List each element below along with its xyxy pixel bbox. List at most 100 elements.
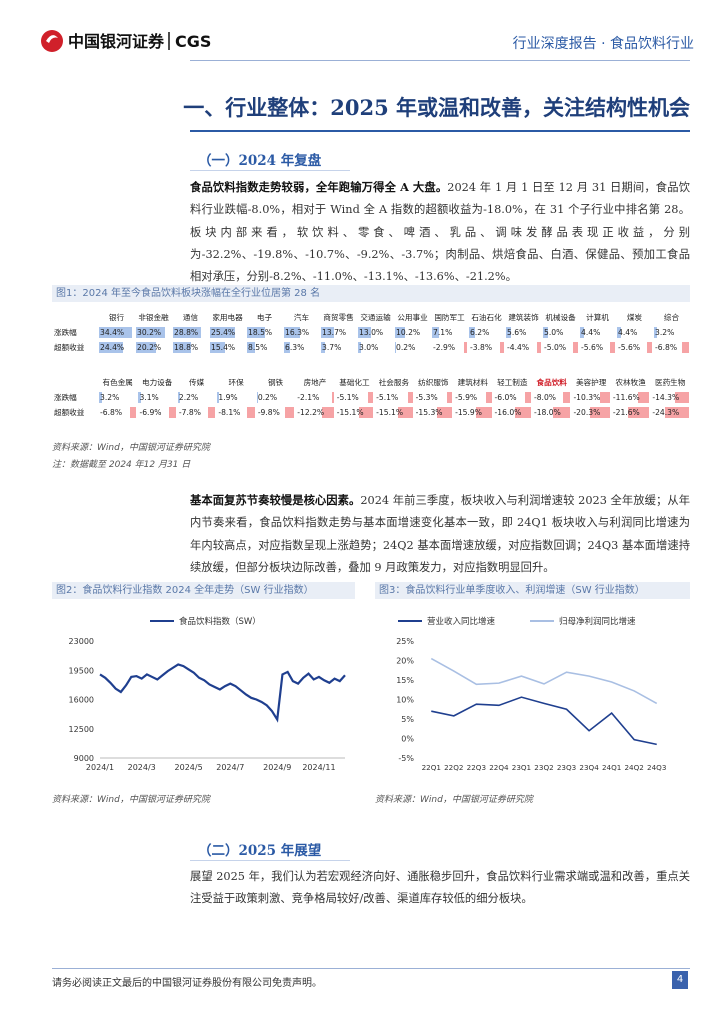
y-tick-label: 15%	[396, 676, 414, 685]
header-cell: 钢铁	[267, 378, 284, 387]
cell-value: 4.4%	[618, 328, 638, 337]
data-cell: 1.9%	[216, 390, 255, 405]
x-tick-label: 24Q1	[602, 763, 621, 772]
cell-bar	[129, 407, 137, 418]
data-cell: 25.4%	[209, 325, 246, 340]
cell-bar	[552, 407, 571, 418]
header-cell: 家用电器	[212, 313, 243, 322]
cell-value: -15.3%	[415, 408, 443, 417]
x-tick-label: 22Q4	[489, 763, 509, 772]
data-cell: 6.2%	[468, 325, 505, 340]
cell-value: 0.2%	[257, 393, 278, 402]
y-tick-label: 12500	[69, 725, 94, 734]
cell-bar	[247, 327, 265, 338]
logo-en: CGS	[175, 32, 211, 51]
y-tick-label: 10%	[396, 696, 414, 705]
charts: 9000 12500 16000 19500 23000 2024/1 2024/3 2024…	[69, 616, 667, 772]
data-cell: -15.1%	[335, 405, 374, 420]
cell-value: -9.8%	[257, 408, 280, 417]
header-cell: 美容护理	[575, 378, 607, 387]
cell-value: -18.0%	[533, 408, 561, 417]
header-row: 有色金属 电力设备 传媒 环保 钢铁 房地产 基础化工 社会服务 纺织服饰 建筑材料 轻工制造 食品饮…	[52, 375, 690, 390]
cell-bar	[469, 327, 476, 338]
data-cell: -12.2%	[295, 405, 334, 420]
data-cell: -15.9%	[453, 405, 492, 420]
y-tick-label: 0%	[401, 735, 414, 744]
cell-bar	[246, 407, 255, 418]
data-cell: -15.3%	[414, 405, 453, 420]
cell-value: -5.1%	[336, 393, 359, 402]
cell-bar	[437, 407, 453, 418]
cell-value: 18.8%	[174, 343, 199, 352]
footer-rule	[52, 968, 690, 969]
data-table: 有色金属 电力设备 传媒 环保 钢铁 房地产 基础化工 社会服务 纺织服饰 建筑材料 轻工制造 食品饮…	[52, 375, 690, 420]
data-cell: 24.4%	[98, 340, 135, 355]
header-cell: 房地产	[303, 378, 327, 387]
section-title: 一、行业整体：2025 年或温和改善，关注结构性机会	[183, 95, 690, 120]
data-cell: -6.9%	[137, 405, 176, 420]
cell-bar	[573, 342, 578, 353]
cell-value: -15.1%	[376, 408, 404, 417]
cell-bar	[138, 392, 142, 403]
cell-bar	[331, 392, 334, 403]
legend-label: 归母净利润同比增速	[559, 616, 636, 627]
cell-value: 8.5%	[248, 343, 268, 352]
header-cell: 银行	[108, 313, 125, 322]
cell-value: 7.1%	[433, 328, 453, 337]
row-label: 超额收益	[54, 343, 85, 352]
cell-bar	[358, 407, 374, 418]
cell-bar	[210, 327, 235, 338]
legend-label: 营业收入同比增速	[427, 616, 496, 627]
header-row: 银行 非银金融 通信 家用电器 电子 汽车 商贸零售 交通运输 公用事业 国防军工 石油石化 建筑装饰…	[52, 310, 690, 325]
cell-value: -4.4%	[507, 343, 530, 352]
cell-value: -5.3%	[415, 393, 438, 402]
cell-bar	[217, 392, 220, 403]
data-cell: -15.1%	[374, 405, 413, 420]
data-cell: -6.8%	[98, 405, 137, 420]
cell-value: -8.1%	[218, 408, 241, 417]
cell-bar	[500, 342, 504, 353]
cell-value: 6.3%	[285, 343, 305, 352]
cell-value: -6.9%	[139, 408, 162, 417]
data-cell: -6.8%	[653, 340, 690, 355]
cell-bar	[665, 407, 689, 418]
header-cell: 计算机	[586, 313, 609, 322]
data-cell: -24.3%	[650, 405, 690, 420]
data-cell: -2.1%	[295, 390, 334, 405]
figure-source: 资料来源：Wind，中国银河证券研究院	[52, 795, 210, 805]
data-cell: 3.0%	[357, 340, 394, 355]
page-number: 4	[672, 971, 688, 989]
cell-bar	[506, 327, 512, 338]
cell-bar	[609, 342, 615, 353]
data-row: 超额收益 24.4% 20.2% 18.8% 15.4% 8.5% 6.3% 3.7% 3.0%…	[52, 340, 690, 355]
cell-value: 30.2%	[137, 328, 162, 337]
cell-bar	[395, 327, 405, 338]
data-row: 涨跌幅 3.2% 3.1% 2.2% 1.9% 0.2% -2.1% -5.1% -5.1% -5…	[52, 390, 690, 405]
cell-bar	[562, 392, 571, 403]
data-cell: 13.0%	[357, 325, 394, 340]
header-cell: 电子	[256, 313, 273, 322]
data-cell: 15.4%	[209, 340, 246, 355]
cell-value: -5.6%	[618, 343, 641, 352]
data-cell: 18.5%	[246, 325, 283, 340]
data-cell: 8.5%	[246, 340, 283, 355]
x-tick-label: 22Q3	[467, 763, 486, 772]
figure-note: 注：数据截至 2024 年12 月31 日	[52, 460, 191, 470]
cell-value: -6.0%	[494, 393, 517, 402]
cell-bar	[177, 392, 181, 403]
y-tick-label: 16000	[69, 696, 94, 705]
header-cell: 社会服务	[378, 378, 410, 387]
y-tick-label: -5%	[398, 754, 414, 763]
header-cell: 基础化工	[339, 378, 370, 387]
logo-icon	[41, 30, 63, 52]
data-cell: -2.9%	[431, 340, 468, 355]
data-cell: -20.3%	[571, 405, 610, 420]
subsection-rule	[190, 860, 350, 861]
data-cell: -3.8%	[468, 340, 505, 355]
header-cell: 纺织服饰	[418, 378, 449, 387]
cell-value: 5.6%	[507, 328, 527, 337]
figure-title: 图1：2024 年至今食品饮料板块涨幅在全行业位居第 28 名	[52, 285, 690, 302]
data-cell: 3.2%	[98, 390, 137, 405]
cell-value: -3.8%	[470, 343, 493, 352]
